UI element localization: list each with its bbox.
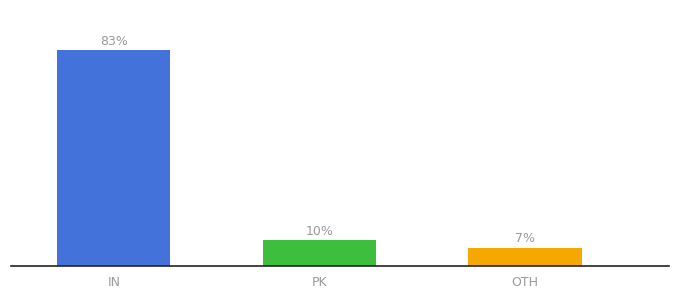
Text: 10%: 10%	[305, 224, 333, 238]
Bar	[57, 50, 171, 266]
Text: 83%: 83%	[100, 34, 128, 47]
Bar	[469, 248, 581, 266]
Bar	[263, 240, 376, 266]
Text: 7%: 7%	[515, 232, 535, 245]
